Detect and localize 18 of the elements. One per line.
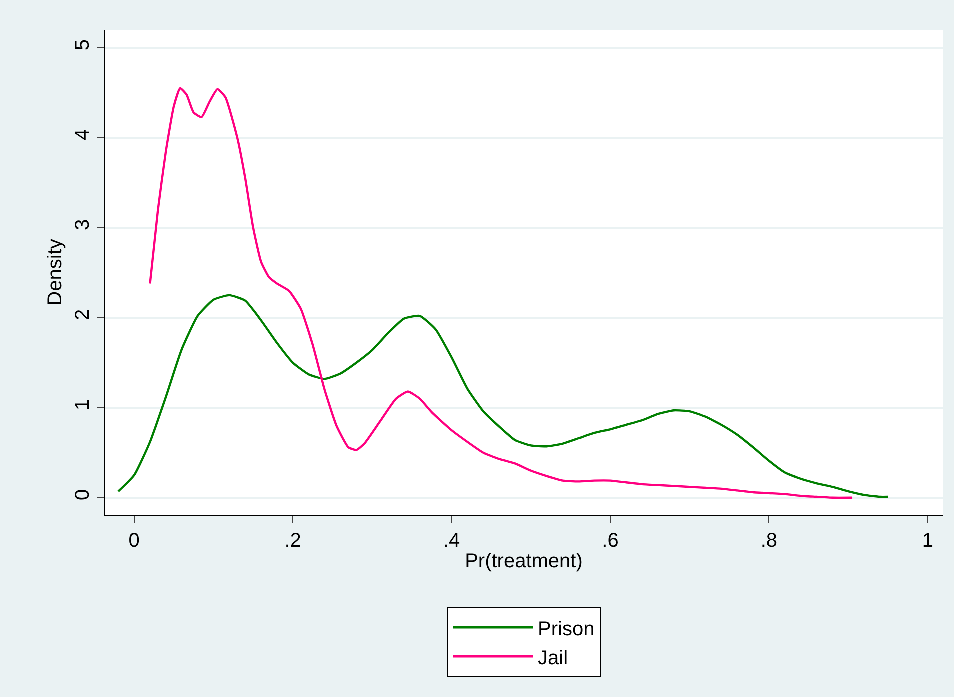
y-tick-label: 3 [72, 219, 94, 231]
y-tick-label: 2 [72, 309, 94, 321]
x-tick-label: .4 [443, 530, 460, 552]
x-axis-title: Pr(treatment) [465, 550, 583, 572]
line-series [149, 87, 854, 500]
y-tick-label: 1 [72, 399, 94, 410]
line-series [117, 294, 890, 498]
legend-label: Jail [538, 647, 568, 670]
x-tick-label: 1 [922, 530, 934, 552]
x-tick-label: .8 [760, 530, 778, 552]
x-tick-label: .6 [602, 530, 619, 552]
legend-label: Prison [538, 618, 595, 640]
y-axis-title: Density [44, 239, 66, 306]
y-tick-label: 0 [72, 489, 94, 500]
y-tick-label: 5 [72, 39, 94, 51]
y-tick-label: 4 [72, 129, 94, 141]
x-tick-label: .2 [284, 530, 302, 552]
x-tick-label: 0 [128, 530, 140, 552]
